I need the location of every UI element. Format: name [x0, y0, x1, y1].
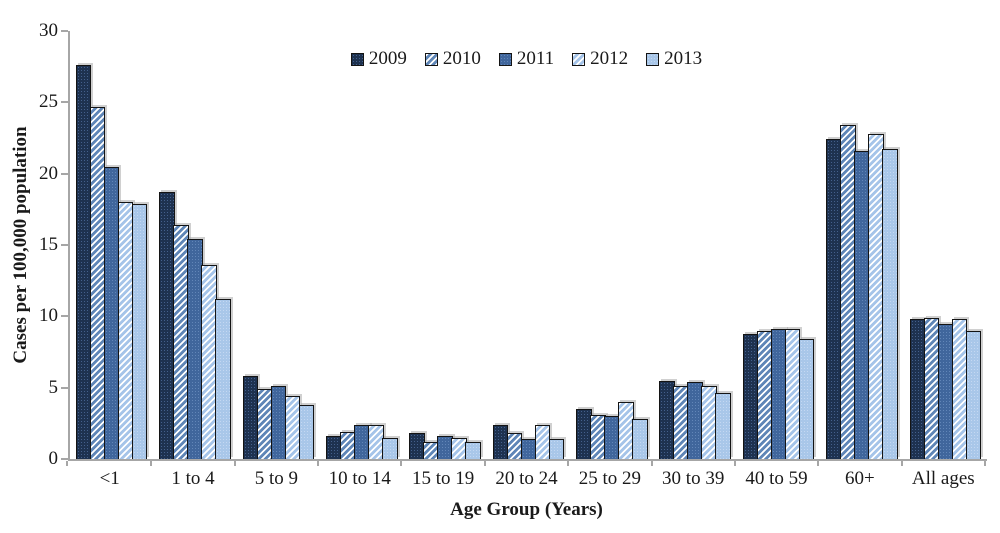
legend-swatch-icon [498, 52, 512, 66]
bar-2013 [882, 149, 898, 459]
bar-group [487, 31, 570, 459]
x-tick-mark [233, 461, 236, 466]
legend-swatch-icon [646, 52, 660, 66]
legend-label: 2012 [590, 48, 629, 69]
legend-item-2013: 2013 [646, 48, 702, 70]
x-tick-mark [733, 461, 736, 466]
legend-item-2012: 2012 [572, 48, 628, 70]
legend-item-2010: 2010 [424, 48, 481, 70]
legend-label: 2013 [664, 48, 703, 69]
x-axis-label: 25 to 29 [578, 468, 641, 489]
bar-2009 [909, 319, 926, 459]
legend-swatch-icon [572, 52, 586, 66]
x-tick-mark [650, 461, 653, 466]
bar-group [237, 31, 320, 459]
legend-label: 2009 [368, 48, 407, 69]
bar-2011 [270, 386, 287, 459]
y-tick-label: 0 [48, 448, 59, 469]
bar-2013 [965, 330, 982, 459]
y-tick-mark [61, 30, 68, 32]
bar-2013 [632, 419, 648, 459]
legend-swatch-icon [424, 52, 438, 66]
x-axis-label: 20 to 24 [495, 468, 558, 489]
bar-2013 [715, 393, 731, 459]
y-tick-label: 10 [39, 305, 58, 327]
bar-2011 [854, 150, 870, 459]
legend-item-2009: 2009 [350, 48, 407, 70]
y-tick-label: 30 [39, 20, 58, 41]
x-axis-label: 60+ [845, 468, 875, 489]
x-tick-mark [400, 461, 403, 466]
y-tick-mark [61, 315, 68, 318]
bar-2009 [492, 424, 509, 459]
legend-item-2011: 2011 [498, 48, 555, 70]
y-tick-mark [61, 244, 68, 246]
y-tick-mark [61, 101, 68, 104]
legend: 2009 2010 2011 2012 2013 [68, 48, 985, 70]
bar-group [570, 31, 653, 459]
bar-2013 [298, 404, 315, 459]
bar-group [70, 31, 153, 459]
x-tick-mark [817, 461, 820, 466]
x-tick-mark [150, 461, 153, 466]
x-tick-mark [984, 461, 986, 466]
x-axis-label: 15 to 19 [411, 468, 475, 489]
bar-2009 [159, 192, 175, 459]
bar-group [820, 31, 903, 459]
bar-2009 [326, 436, 342, 459]
x-axis-label: 5 to 9 [254, 468, 299, 489]
x-axis-label: 10 to 14 [328, 468, 391, 489]
x-tick-mark [483, 461, 486, 466]
x-axis-label: 40 to 59 [745, 468, 808, 489]
bar-group [320, 31, 403, 459]
x-axis-label: 1 to 4 [171, 468, 215, 489]
x-tick-mark [317, 461, 320, 466]
x-tick-mark [900, 461, 903, 466]
bar-group [904, 31, 987, 459]
x-axis-label: All ages [911, 468, 975, 489]
y-tick-mark [61, 386, 68, 389]
y-tick-label: 15 [39, 234, 58, 255]
bar-2013 [465, 441, 481, 459]
x-axis-title: Age Group (Years) [450, 499, 603, 520]
bar-group [403, 31, 486, 459]
bar-2009 [576, 409, 592, 459]
bar-2011 [770, 329, 787, 459]
bar-2013 [548, 439, 565, 459]
bar-2009 [659, 380, 675, 459]
y-tick-label: 5 [48, 376, 59, 398]
y-tick-mark [61, 172, 68, 175]
bar-2011 [103, 166, 120, 459]
bar-group [737, 31, 820, 459]
bar-2013 [131, 203, 148, 459]
y-tick-label: 25 [39, 91, 58, 113]
x-tick-mark [567, 461, 570, 466]
y-tick-label: 20 [39, 162, 58, 184]
bar-2009 [742, 333, 759, 459]
bar-2013 [215, 299, 231, 459]
bar-2013 [382, 437, 398, 459]
x-axis-labels: <1 1 to 4 5 to 9 10 to 14 15 to 19 20 to 24 25… [68, 468, 985, 490]
legend-label: 2011 [516, 48, 555, 69]
x-tick-mark [66, 461, 68, 466]
x-axis-label: <1 [99, 468, 120, 489]
legend-label: 2010 [442, 48, 481, 69]
x-axis-label: 30 to 39 [662, 468, 725, 489]
bar-2009 [75, 65, 92, 459]
bar-2013 [798, 339, 815, 459]
bar-2011 [187, 239, 203, 459]
plot-area [68, 31, 987, 461]
bar-group [153, 31, 236, 459]
bar-group [654, 31, 737, 459]
legend-swatch-icon [350, 52, 364, 66]
y-tick-mark [61, 458, 68, 460]
